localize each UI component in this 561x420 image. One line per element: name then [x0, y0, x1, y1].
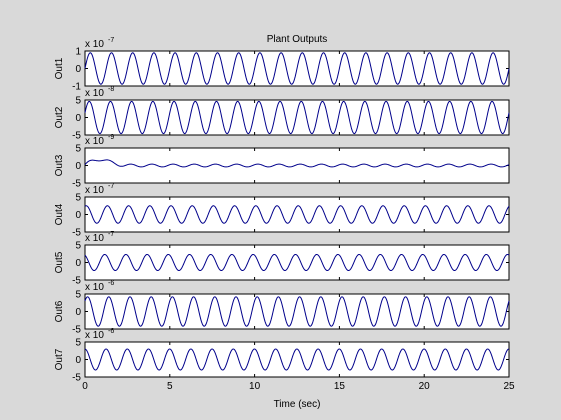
subplot-out5-ytick-label: 0	[75, 258, 81, 269]
subplot-out7-ylabel: Out7	[54, 348, 65, 370]
subplot-out4-ytick-label: 5	[75, 193, 81, 204]
subplot-out6-ylabel: Out6	[54, 300, 65, 322]
subplot-out3-series-line	[84, 159, 510, 168]
subplot-out2-ytick-label: -5	[72, 131, 81, 142]
subplot-out7-ytick-label: 5	[75, 338, 81, 349]
subplot-out5-axes	[84, 244, 510, 281]
x-tick-label: 25	[503, 381, 515, 392]
subplot-out1-ytick-label: -1	[72, 82, 81, 93]
subplot-out6: 5 0 -5 Out6 x 10 -6	[54, 280, 510, 336]
subplot-out3-ytick-label: 5	[75, 144, 81, 155]
subplot-out3-ytick-label: 0	[75, 161, 81, 172]
subplot-out6-ytick-label: -5	[72, 325, 81, 336]
chart-title: Plant Outputs	[267, 34, 328, 45]
subplot-out2-exponent: -8	[108, 86, 114, 93]
x-tick-label: 10	[249, 381, 261, 392]
subplot-out4-ytick-label: -5	[72, 228, 81, 239]
subplot-out2-ytick-label: 0	[75, 113, 81, 124]
subplot-out5: 5 0 -5 Out5 x 10 -7	[54, 231, 510, 287]
subplot-out5-series-line	[84, 253, 510, 272]
subplot-out6-series-line	[84, 296, 510, 327]
x-tick-label: 0	[82, 381, 88, 392]
subplot-out4-exponent-base: x 10	[85, 185, 104, 196]
subplot-out1-ytick-label: 1	[75, 47, 81, 58]
subplot-out4: 5 0 -5 Out4 x 10 -7	[54, 183, 510, 239]
subplot-out3-exponent: -9	[108, 134, 114, 141]
subplot-out1-ytick-label: 0	[75, 64, 81, 75]
subplot-out5-ytick-label: 5	[75, 241, 81, 252]
subplot-out1-series-line	[84, 52, 510, 85]
subplot-out7-axes	[84, 341, 510, 378]
subplot-out3-axes	[84, 147, 510, 184]
x-tick-label: 20	[419, 381, 431, 392]
subplot-out4-ytick-label: 0	[75, 210, 81, 221]
subplot-out6-ytick-label: 0	[75, 307, 81, 318]
subplot-out2-ylabel: Out2	[54, 106, 65, 128]
x-axis-label: Time (sec)	[274, 399, 321, 410]
subplot-out1-ylabel: Out1	[54, 57, 65, 79]
subplot-out4-axes	[84, 196, 510, 233]
subplot-out2: 5 0 -5 Out2 x 10 -8	[54, 86, 510, 142]
subplot-out1-exponent: -7	[108, 37, 114, 44]
subplot-out2-series-line	[84, 100, 510, 135]
subplot-out5-exponent: -7	[108, 231, 114, 238]
subplot-out2-exponent-base: x 10	[85, 88, 104, 99]
subplot-out3-exponent-base: x 10	[85, 136, 104, 147]
x-axis: 0 5 10 15 20 25	[82, 381, 515, 392]
subplot-out5-ylabel: Out5	[54, 251, 65, 273]
subplot-out3-ytick-label: -5	[72, 179, 81, 190]
subplot-out7-exponent: -6	[108, 328, 114, 335]
subplot-out1: 1 0 -1 Out1 x 10 -7	[54, 37, 510, 93]
subplot-out4-series-line	[84, 205, 510, 224]
subplot-out3: 5 0 -5 Out3 x 10 -9	[54, 134, 510, 190]
subplot-out4-exponent: -7	[108, 183, 114, 190]
subplot-out6-ytick-label: 5	[75, 290, 81, 301]
subplot-out5-ytick-label: -5	[72, 276, 81, 287]
subplot-out5-exponent-base: x 10	[85, 233, 104, 244]
subplots-group: 1 0 -1 Out1 x 10 -7 5 0 -5 Out2 x 10 -8 5 0 -5 Out3 x 10…	[54, 37, 510, 384]
subplot-out7-series-line	[84, 348, 510, 371]
subplot-out2-axes	[84, 99, 510, 136]
subplot-out4-ylabel: Out4	[54, 203, 65, 225]
x-tick-label: 15	[334, 381, 346, 392]
subplot-out7: 5 0 -5 Out7 x 10 -6	[54, 328, 510, 384]
subplot-out6-exponent: -6	[108, 280, 114, 287]
subplot-out6-axes	[84, 293, 510, 330]
subplot-out2-ytick-label: 5	[75, 96, 81, 107]
subplot-out7-exponent-base: x 10	[85, 330, 104, 341]
subplot-out1-exponent-base: x 10	[85, 39, 104, 50]
subplot-out7-ytick-label: -5	[72, 373, 81, 384]
subplot-out3-ylabel: Out3	[54, 154, 65, 176]
subplot-out6-exponent-base: x 10	[85, 282, 104, 293]
subplot-out7-ytick-label: 0	[75, 355, 81, 366]
x-tick-label: 5	[167, 381, 173, 392]
